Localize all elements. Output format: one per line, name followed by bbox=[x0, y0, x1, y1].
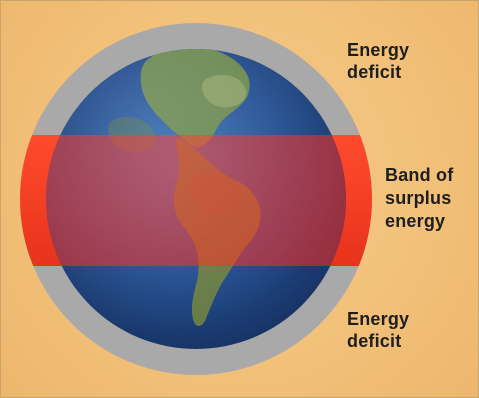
energy-deficit-south-label: Energy deficit bbox=[347, 309, 410, 351]
energy-deficit-north-label: Energy deficit bbox=[347, 40, 410, 82]
globe-highlight bbox=[46, 49, 346, 349]
surplus-energy-band-label: Band of surplus energy bbox=[385, 165, 454, 231]
